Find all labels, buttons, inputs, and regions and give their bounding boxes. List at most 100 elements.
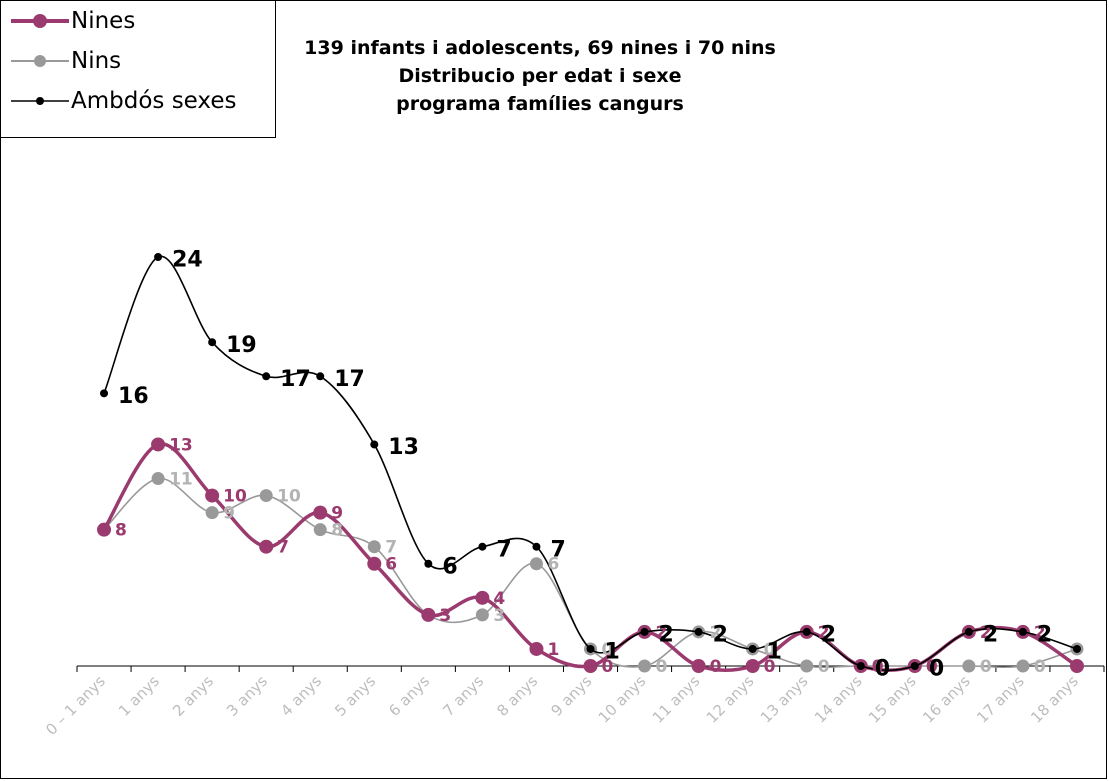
data-label-ambdos-sexes: 0 (929, 657, 944, 682)
x-tick-label: 5 anys (331, 672, 379, 720)
x-tick-label: 9 anys (547, 672, 595, 720)
x-tick-label: 7 anys (439, 672, 487, 720)
data-label-ambdos-sexes: 2 (983, 623, 998, 648)
data-point-ambdos-sexes (856, 662, 865, 670)
title-line-3: programa famílies cangurs (396, 93, 684, 115)
data-point-nines (313, 505, 328, 520)
x-tick-label: 10 anys (595, 672, 650, 727)
data-label-nins: 10 (277, 487, 301, 507)
data-label-nines: 0 (872, 657, 884, 677)
data-label-ambdos-sexes: 6 (442, 554, 457, 579)
data-point-ambdos-sexes (100, 389, 109, 398)
legend-label-nines: Nines (71, 8, 136, 34)
data-point-nins (800, 659, 814, 673)
data-label-ambdos-sexes: 19 (226, 333, 257, 358)
title-line-2: Distribucio per edat i sexe (398, 65, 682, 87)
data-label-nines: 10 (223, 487, 247, 507)
x-tick-label: 2 anys (169, 672, 217, 720)
data-label-ambdos-sexes: 7 (550, 537, 565, 562)
data-label-ambdos-sexes: 1 (767, 640, 782, 665)
data-point-nins (151, 472, 165, 486)
legend-label-nins: Nins (71, 48, 122, 74)
legend-marker-ambdos-sexes (11, 97, 69, 105)
data-label-nines: 0 (602, 657, 614, 677)
data-label-nins: 11 (169, 469, 193, 489)
series-line-ambdos-sexes (103, 255, 1078, 672)
data-label-nins: 9 (223, 504, 235, 524)
data-point-nines (1069, 659, 1084, 673)
data-label-ambdos-sexes: 13 (388, 435, 419, 460)
data-point-nines (259, 539, 274, 554)
data-label-ambdos-sexes: 0 (875, 657, 890, 682)
legend-item-nins: Nins (1, 41, 277, 81)
data-point-ambdos-sexes (640, 627, 649, 636)
x-tick-label: 4 anys (277, 672, 325, 720)
data-label-ambdos-sexes: 7 (496, 537, 511, 562)
x-tick-label: 15 anys (865, 672, 920, 727)
data-label-nins: 0 (656, 657, 668, 677)
data-point-ambdos-sexes (586, 644, 595, 653)
data-label-ambdos-sexes: 24 (172, 248, 203, 273)
x-tick-label: 14 anys (811, 672, 866, 727)
data-label-nines: 6 (385, 555, 397, 575)
x-tick-label: 0 – 1 anys (42, 672, 109, 739)
data-point-ambdos-sexes (964, 627, 973, 636)
data-label-nines: 2 (818, 623, 830, 643)
data-point-ambdos-sexes (424, 559, 433, 568)
data-label-nines: 8 (115, 521, 127, 541)
data-point-ambdos-sexes (748, 644, 757, 653)
data-point-nines (367, 556, 382, 571)
data-label-nines: 7 (277, 538, 289, 558)
data-label-nines: 2 (980, 623, 992, 643)
data-point-nines (529, 641, 544, 656)
x-tick-label: 18 anys (1027, 672, 1082, 727)
x-tick-label: 8 anys (493, 672, 541, 720)
data-label-nines: 4 (493, 589, 505, 609)
data-point-nines (691, 659, 706, 673)
data-label-nines: 0 (710, 657, 722, 677)
data-point-nins (367, 540, 381, 554)
data-label-ambdos-sexes: 2 (713, 623, 728, 648)
x-tick-label: 3 anys (223, 672, 271, 720)
data-label-nins: 0 (1034, 657, 1046, 677)
x-tick-label: 6 anys (385, 672, 433, 720)
data-label-nins: 7 (385, 538, 397, 558)
data-label-nins: 0 (602, 640, 614, 660)
series-line-nines (102, 442, 1078, 673)
data-label-nines: 0 (764, 657, 776, 677)
data-label-nins: 0 (980, 657, 992, 677)
data-point-ambdos-sexes (316, 372, 325, 381)
legend-item-ambdos-sexes: Ambdós sexes (1, 81, 277, 121)
title-line-1: 139 infants i adolescents, 69 nines i 70… (304, 37, 776, 59)
x-tick-label: 1 anys (115, 672, 163, 720)
data-label-ambdos-sexes: 17 (334, 367, 365, 392)
data-label-ambdos-sexes: 2 (1037, 623, 1052, 648)
legend-marker-nines (11, 14, 69, 28)
x-tick-label: 16 anys (919, 672, 974, 727)
data-point-ambdos-sexes (370, 440, 379, 449)
x-tick-label: 12 anys (703, 672, 758, 727)
data-point-nins (205, 506, 219, 520)
data-point-ambdos-sexes (154, 253, 163, 261)
data-label-nins: 0 (764, 640, 776, 660)
data-point-nins (529, 557, 543, 571)
data-label-nins: 0 (818, 657, 830, 677)
data-label-nins: 8 (115, 521, 127, 541)
data-label-ambdos-sexes: 2 (659, 623, 674, 648)
data-point-nines (205, 488, 220, 503)
data-label-nins: 2 (710, 623, 722, 643)
data-label-nins: 3 (439, 606, 451, 626)
data-point-nins (638, 659, 652, 673)
data-label-nines: 0 (926, 657, 938, 677)
data-label-ambdos-sexes: 17 (280, 367, 311, 392)
data-label-nins: 8 (331, 521, 343, 541)
data-point-ambdos-sexes (532, 542, 541, 551)
data-point-nins (475, 608, 489, 622)
data-point-nines (745, 659, 760, 673)
series-line-nins (103, 477, 1078, 669)
data-label-nines: 1 (547, 640, 559, 660)
data-point-nins (259, 489, 273, 503)
data-point-ambdos-sexes (478, 542, 487, 551)
data-point-ambdos-sexes (802, 627, 811, 636)
data-label-nines: 2 (656, 623, 668, 643)
